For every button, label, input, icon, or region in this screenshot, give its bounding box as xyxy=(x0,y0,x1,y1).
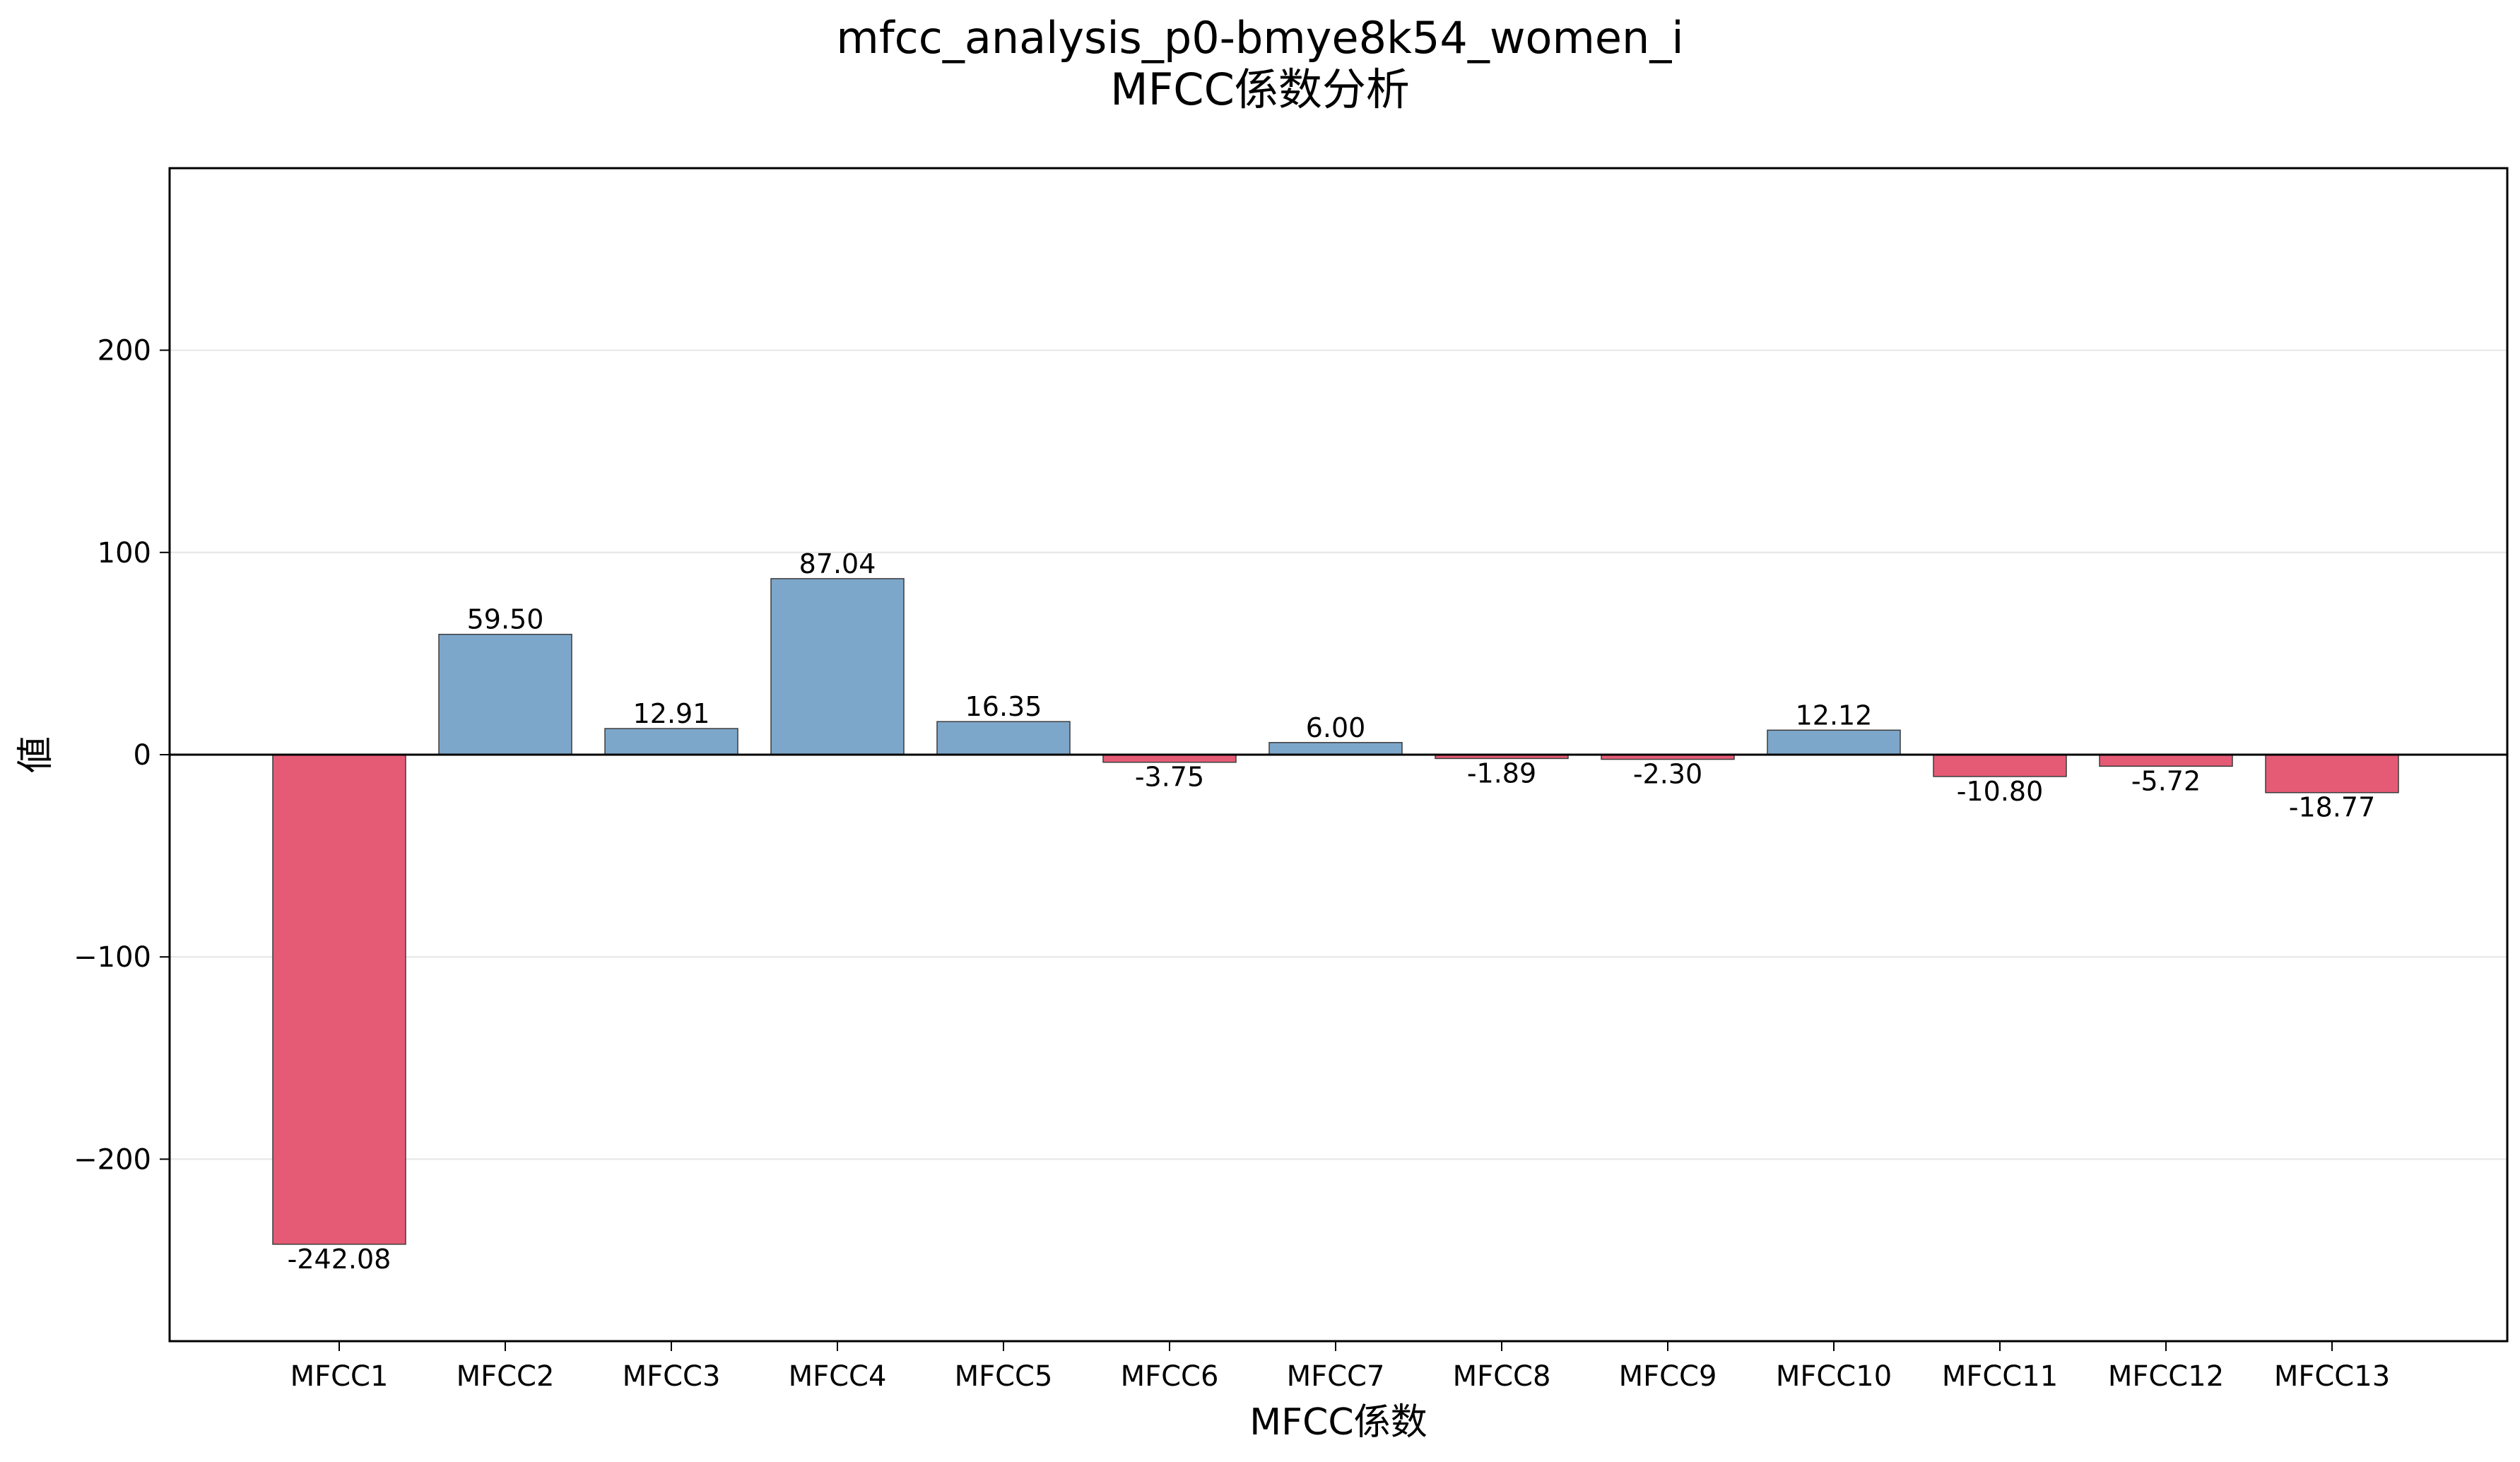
y-axis-ticks: 200 100 0 −100 −200 xyxy=(73,335,170,1176)
bar-mfcc7 xyxy=(1268,742,1403,755)
data-label-mfcc13: -18.77 xyxy=(2289,792,2376,823)
x-tick-label-mfcc9: MFCC9 xyxy=(1619,1360,1717,1393)
data-label-mfcc12: -5.72 xyxy=(2131,765,2201,796)
x-axis-label: MFCC係数 xyxy=(1249,1401,1427,1444)
y-tick-label: −100 xyxy=(73,941,151,974)
x-tick-label-mfcc8: MFCC8 xyxy=(1453,1360,1551,1393)
x-tick-label-mfcc4: MFCC4 xyxy=(789,1360,887,1393)
bar-mfcc2 xyxy=(438,633,572,755)
x-axis-ticks: MFCC1 MFCC2 MFCC3 MFCC4 MFCC5 MFCC6 MFCC7 MFCC8… xyxy=(290,1341,2390,1393)
data-label-mfcc9: -2.30 xyxy=(1633,759,1702,790)
data-label-mfcc7: 6.00 xyxy=(1306,712,1366,743)
x-tick-label-mfcc1: MFCC1 xyxy=(290,1360,389,1393)
data-label-mfcc4: 87.04 xyxy=(799,548,876,579)
y-axis-label: 値 xyxy=(15,736,57,773)
x-tick-label-mfcc10: MFCC10 xyxy=(1776,1360,1892,1393)
data-label-mfcc3: 12.91 xyxy=(633,698,710,729)
x-tick-label-mfcc7: MFCC7 xyxy=(1287,1360,1385,1393)
data-label-mfcc1: -242.08 xyxy=(288,1244,391,1275)
y-tick-label: −200 xyxy=(73,1143,151,1176)
bar-mfcc13 xyxy=(2265,754,2399,794)
bars xyxy=(272,578,2399,1245)
data-label-mfcc11: -10.80 xyxy=(1957,776,2044,807)
y-tick-label: 200 xyxy=(98,335,151,367)
data-labels: -242.08 59.50 12.91 87.04 16.35 -3.75 6.00 -1.8… xyxy=(288,548,2376,1275)
data-label-mfcc8: -1.89 xyxy=(1467,757,1536,789)
x-tick-label-mfcc11: MFCC11 xyxy=(1942,1360,2058,1393)
data-label-mfcc5: 16.35 xyxy=(965,691,1042,722)
x-tick-label-mfcc12: MFCC12 xyxy=(2108,1360,2224,1393)
bar-mfcc4 xyxy=(770,578,905,755)
data-label-mfcc6: -3.75 xyxy=(1135,762,1204,793)
x-tick-label-mfcc3: MFCC3 xyxy=(623,1360,721,1393)
bar-mfcc11 xyxy=(1933,754,2067,777)
chart-title: mfcc_analysis_p0-bmye8k54_women_i xyxy=(836,12,1683,64)
data-label-mfcc10: 12.12 xyxy=(1796,700,1873,731)
x-tick-label-mfcc5: MFCC5 xyxy=(955,1360,1053,1393)
chart-subtitle: MFCC係数分析 xyxy=(1110,64,1410,115)
y-tick-label: 100 xyxy=(98,537,151,570)
bar-mfcc1 xyxy=(272,754,406,1245)
bar-mfcc3 xyxy=(604,728,738,755)
x-tick-label-mfcc13: MFCC13 xyxy=(2274,1360,2390,1393)
data-label-mfcc2: 59.50 xyxy=(467,604,544,635)
x-tick-label-mfcc6: MFCC6 xyxy=(1121,1360,1219,1393)
grid-lines xyxy=(170,349,2507,1160)
x-tick-label-mfcc2: MFCC2 xyxy=(457,1360,555,1393)
y-tick-label: 0 xyxy=(134,739,151,772)
bar-mfcc10 xyxy=(1767,729,1901,755)
bar-mfcc12 xyxy=(2099,754,2233,767)
bar-mfcc5 xyxy=(936,721,1071,755)
